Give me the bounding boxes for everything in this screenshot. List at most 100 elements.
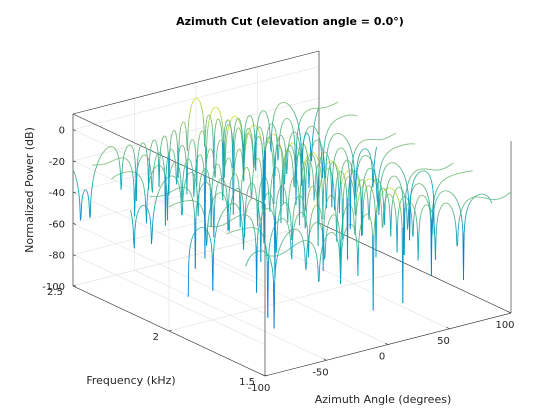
pattern-segment <box>293 208 295 213</box>
pattern-segment <box>248 216 250 218</box>
pattern-segment <box>283 119 286 121</box>
pattern-segment <box>308 159 310 161</box>
pattern-segment <box>217 181 220 184</box>
pattern-segment <box>328 126 331 128</box>
pattern-segment <box>145 146 147 150</box>
pattern-segment <box>473 196 475 198</box>
pattern-segment <box>228 215 231 232</box>
pattern-segment <box>150 146 152 150</box>
pattern-segment <box>293 171 296 188</box>
pattern-segment <box>265 112 268 115</box>
pattern-segment <box>466 209 468 213</box>
pattern-segment <box>200 131 202 134</box>
pattern-segment <box>428 173 430 176</box>
pattern-segment <box>375 214 378 258</box>
pattern-segment <box>144 144 147 147</box>
pattern-segment <box>161 154 163 157</box>
pattern-segment <box>411 174 413 176</box>
pattern-segment <box>428 206 431 211</box>
pattern-segment <box>324 238 326 241</box>
pattern-segment <box>411 184 414 188</box>
pattern-segment <box>130 145 132 147</box>
pattern-segment <box>402 227 404 304</box>
pattern-segment <box>387 195 389 199</box>
pattern-segment <box>339 170 341 173</box>
pattern-segment <box>228 119 230 122</box>
pattern-segment <box>339 175 341 179</box>
pattern-segment <box>87 193 89 197</box>
pattern-segment <box>291 132 294 134</box>
pattern-segment <box>320 227 323 231</box>
pattern-segment <box>381 190 384 195</box>
pattern-segment <box>287 232 289 234</box>
pattern-segment <box>351 168 354 173</box>
pattern-segment <box>277 104 279 107</box>
pattern-segment <box>198 99 200 101</box>
pattern-segment <box>396 163 398 166</box>
pattern-segment <box>73 170 75 173</box>
pattern-segment <box>341 180 343 183</box>
pattern-segment <box>323 156 325 164</box>
pattern-segment <box>297 186 300 195</box>
pattern-segment <box>441 205 443 207</box>
pattern-segment <box>455 230 458 246</box>
pattern-segment <box>396 177 398 179</box>
pattern-segment <box>99 157 101 160</box>
pattern-segment <box>413 213 415 221</box>
pattern-segment <box>348 169 351 180</box>
pattern-segment <box>327 169 330 173</box>
pattern-segment <box>213 197 215 199</box>
pattern-segment <box>432 213 434 221</box>
pattern-segment <box>375 146 378 151</box>
pattern-segment <box>281 204 283 206</box>
pattern-segment <box>130 209 132 213</box>
pattern-segment <box>351 153 354 157</box>
pattern-segment <box>225 140 227 149</box>
pattern-segment <box>141 179 143 181</box>
pattern-segment <box>152 215 154 223</box>
pattern-segment <box>334 233 336 235</box>
pattern-segment <box>218 218 221 221</box>
pattern-segment <box>363 176 366 180</box>
pattern-segment <box>292 109 294 111</box>
pattern-segment <box>184 162 187 165</box>
pattern-segment <box>374 153 376 159</box>
pattern-segment <box>245 139 248 143</box>
pattern-segment <box>384 166 386 169</box>
pattern-segment <box>239 149 242 151</box>
pattern-segment <box>102 152 104 154</box>
pattern-segment <box>269 240 271 245</box>
pattern-segment <box>309 161 311 174</box>
pattern-segment <box>313 125 315 131</box>
pattern-segment <box>87 196 90 203</box>
pattern-segment <box>358 193 361 197</box>
pattern-segment <box>255 191 257 196</box>
pattern-segment <box>389 177 392 180</box>
pattern-segment <box>278 219 280 221</box>
pattern-segment <box>292 170 295 185</box>
pattern-segment <box>257 230 259 236</box>
pattern-segment <box>223 196 226 198</box>
pattern-segment <box>151 171 154 174</box>
pattern-segment <box>437 186 439 189</box>
pattern-segment <box>183 187 185 193</box>
grid-line <box>72 222 320 287</box>
pattern-segment <box>324 180 327 192</box>
pattern-segment <box>192 173 195 176</box>
pattern-segment <box>236 127 239 129</box>
pattern-segment <box>383 202 386 207</box>
pattern-segment <box>208 174 210 179</box>
pattern-segment <box>291 108 293 110</box>
pattern-segment <box>148 154 151 164</box>
pattern-segment <box>220 173 223 179</box>
pattern-segment <box>276 136 279 139</box>
pattern-segment <box>452 193 454 195</box>
pattern-segment <box>349 146 352 149</box>
pattern-segment <box>249 256 251 259</box>
pattern-segment <box>236 118 238 121</box>
pattern-segment <box>239 129 241 131</box>
pattern-segment <box>356 146 358 149</box>
pattern-segment <box>319 157 322 161</box>
pattern-segment <box>95 164 98 168</box>
pattern-segment <box>421 208 423 211</box>
